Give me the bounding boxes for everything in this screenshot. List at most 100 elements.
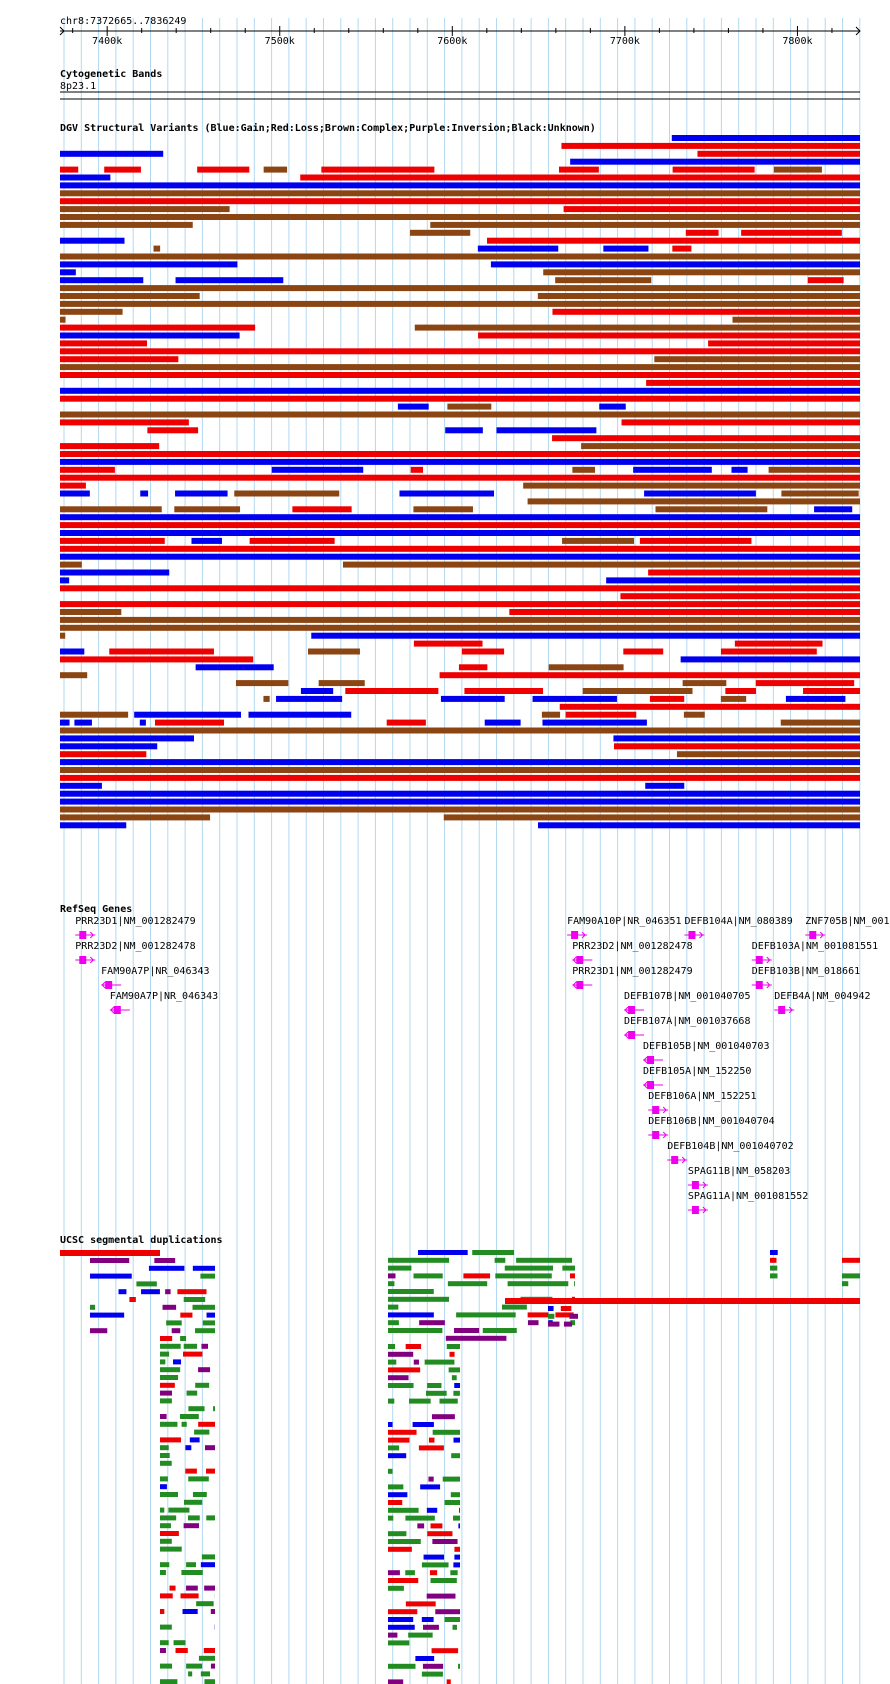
segdup-feature[interactable] [419,1320,445,1326]
dgv-variant[interactable] [603,245,649,252]
dgv-variant[interactable] [496,427,597,434]
segdup-feature[interactable] [388,1531,407,1537]
segdup-feature[interactable] [405,1515,435,1521]
dgv-variant[interactable] [276,695,343,702]
dgv-variant[interactable] [734,640,823,647]
dgv-variant[interactable] [655,506,768,513]
dgv-variant[interactable] [555,277,652,284]
segdup-feature[interactable] [160,1609,165,1614]
segdup-feature[interactable] [453,1390,460,1396]
dgv-variant[interactable] [60,782,102,789]
dgv-variant[interactable] [109,648,214,655]
segdup-feature[interactable] [421,1671,443,1677]
segdup-feature[interactable] [160,1515,177,1521]
dgv-variant[interactable] [773,166,822,173]
segdup-feature[interactable] [770,1265,778,1271]
dgv-variant[interactable] [60,530,860,536]
dgv-variant[interactable] [134,711,241,718]
segdup-feature[interactable] [160,1476,168,1482]
segdup-feature[interactable] [200,1562,215,1568]
segdup-feature[interactable] [388,1578,419,1583]
dgv-variant[interactable] [263,166,288,173]
dgv-variant[interactable] [60,419,189,426]
segdup-feature[interactable] [204,1585,215,1591]
segdup-feature[interactable] [169,1585,176,1591]
segdup-feature[interactable] [162,1304,177,1310]
segdup-feature[interactable] [186,1562,197,1568]
dgv-variant[interactable] [685,229,719,236]
dgv-variant[interactable] [461,648,505,655]
dgv-variant[interactable] [147,427,199,434]
segdup-feature[interactable] [388,1296,450,1302]
dgv-variant[interactable] [60,300,860,307]
segdup-feature[interactable] [185,1445,192,1451]
segdup-feature[interactable] [388,1468,393,1474]
segdup-feature[interactable] [388,1320,399,1326]
segdup-feature[interactable] [456,1312,516,1318]
segdup-feature[interactable] [446,1679,451,1684]
segdup-feature[interactable] [431,1648,459,1654]
segdup-feature[interactable] [210,1663,215,1669]
dgv-variant[interactable] [620,593,860,600]
dgv-variant[interactable] [484,719,521,726]
refseq-gene-label[interactable]: DEFB107A|NM_001037668 [624,1016,750,1027]
segdup-feature[interactable] [388,1383,414,1388]
segdup-feature[interactable] [206,1312,215,1318]
segdup-feature[interactable] [430,1523,443,1529]
segdup-feature[interactable] [429,1570,438,1576]
segdup-feature[interactable] [412,1422,434,1427]
dgv-variant[interactable] [478,332,860,339]
segdup-feature[interactable] [388,1273,396,1279]
dgv-variant[interactable] [532,695,617,702]
dgv-variant[interactable] [154,719,225,726]
segdup-feature[interactable] [388,1492,408,1498]
segdup-feature[interactable] [166,1320,182,1326]
segdup-feature[interactable] [527,1320,539,1326]
segdup-feature[interactable] [198,1655,215,1661]
segdup-feature[interactable] [181,1421,187,1427]
segdup-feature[interactable] [458,1523,460,1529]
segdup-feature[interactable] [160,1538,172,1544]
dgv-variant[interactable] [621,419,860,426]
dgv-variant[interactable] [60,735,195,742]
dgv-variant[interactable] [60,648,85,655]
segdup-feature[interactable] [388,1398,395,1404]
dgv-variant[interactable] [60,182,860,189]
segdup-feature[interactable] [388,1312,434,1318]
segdup-feature[interactable] [171,1328,181,1334]
segdup-feature[interactable] [388,1351,414,1357]
segdup-feature[interactable] [168,1507,190,1513]
segdup-feature[interactable] [432,1429,460,1435]
dgv-variant[interactable] [720,695,747,702]
segdup-feature[interactable] [90,1258,130,1263]
segdup-feature[interactable] [388,1609,418,1615]
segdup-feature[interactable] [160,1351,170,1357]
segdup-feature[interactable] [409,1398,431,1404]
segdup-feature[interactable] [453,1437,460,1443]
segdup-feature[interactable] [160,1390,172,1396]
dgv-variant[interactable] [60,482,86,489]
refseq-gene-label[interactable]: DEFB103A|NM_001081551 [752,941,878,952]
dgv-variant[interactable] [342,561,860,568]
dgv-variant[interactable] [234,490,340,497]
dgv-variant[interactable] [60,356,179,363]
dgv-variant[interactable] [249,537,335,544]
dgv-variant[interactable] [649,695,685,702]
dgv-variant[interactable] [386,719,426,726]
segdup-feature[interactable] [160,1640,169,1646]
base-position-ruler[interactable]: chr8:7372665..7836249 7400k 7500k 7600k 770… [59,16,861,47]
segdup-feature[interactable] [180,1336,187,1341]
dgv-variant[interactable] [464,688,544,694]
dgv-variant[interactable] [153,245,161,252]
refseq-gene-label[interactable]: FAM90A7P|NR_046343 [110,991,218,1002]
dgv-variant[interactable] [672,245,692,252]
segdup-feature[interactable] [160,1453,170,1458]
refseq-gene-label[interactable]: ZNF705B|NM_001 [805,916,889,927]
segdup-feature[interactable] [388,1539,421,1544]
dgv-variant[interactable] [60,221,193,228]
refseq-gene-label[interactable]: DEFB106B|NM_001040704 [648,1116,774,1127]
segdup-feature[interactable] [181,1570,203,1575]
segdup-feature[interactable] [213,1406,215,1412]
segdup-feature[interactable] [188,1671,193,1677]
dgv-variant[interactable] [191,537,222,544]
